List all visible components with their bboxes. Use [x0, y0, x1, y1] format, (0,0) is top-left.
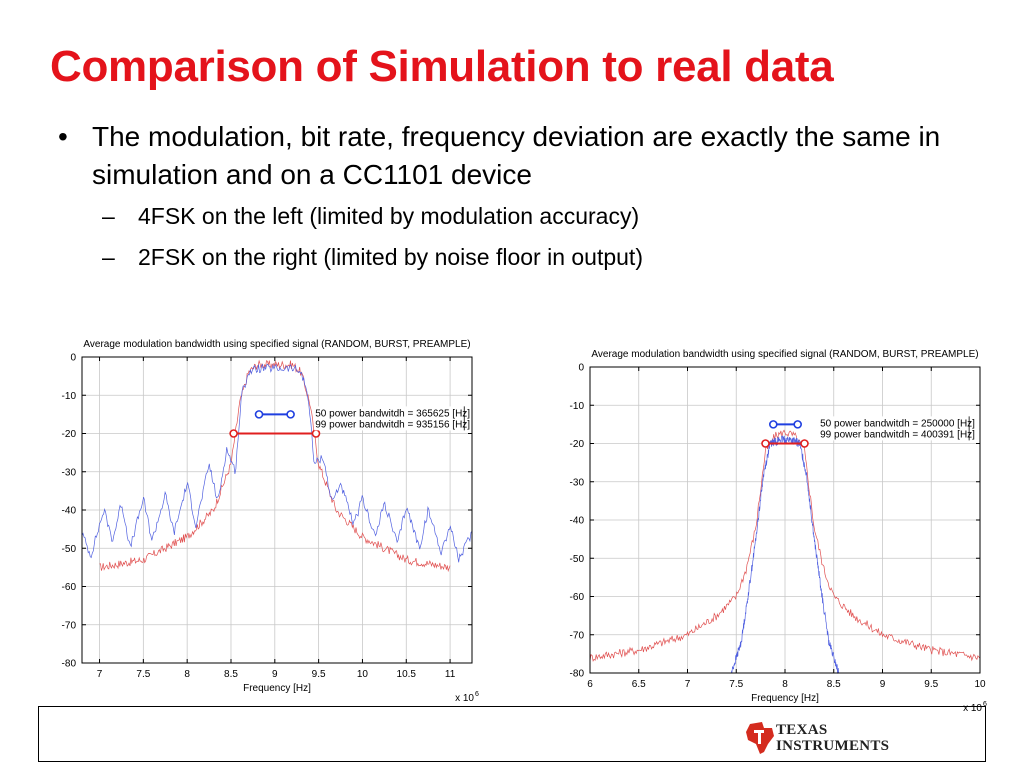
- y-tick-label: -50: [62, 544, 77, 555]
- chart-title: Average modulation bandwidth using speci…: [83, 339, 470, 350]
- ti-logo-line2: Instruments: [776, 738, 890, 754]
- bandwidth-marker-point: [254, 410, 264, 419]
- slide-title: Comparison of Simulation to real data: [50, 42, 834, 91]
- x-tick-label: 9.5: [924, 679, 938, 690]
- x-tick-label: 10.5: [397, 669, 417, 680]
- x-tick-label: 11: [445, 669, 456, 680]
- y-tick-label: -70: [570, 630, 585, 641]
- bullet-text: The modulation, bit rate, frequency devi…: [92, 121, 941, 190]
- x-multiplier-exponent: 6: [983, 701, 987, 708]
- x-multiplier-exponent: 6: [475, 691, 479, 698]
- y-tick-label: -40: [570, 516, 585, 527]
- x-tick-label: 6: [587, 679, 593, 690]
- bandwidth-marker-point: [800, 439, 809, 448]
- x-tick-label: 7.5: [729, 679, 743, 690]
- sub-bullet-marker: –: [102, 244, 115, 270]
- x-tick-label: 10: [974, 679, 986, 690]
- y-tick-label: -30: [62, 467, 77, 478]
- sub-bullet-item: – 2FSK on the right (limited by noise fl…: [58, 243, 988, 272]
- annotation-box: [314, 406, 465, 431]
- sub-bullet-text: 2FSK on the right (limited by noise floo…: [138, 244, 643, 270]
- series-line: [589, 429, 981, 662]
- chart-2fsk: Average modulation bandwidth using speci…: [570, 349, 987, 714]
- sub-bullet-marker: –: [102, 203, 115, 229]
- bullet-item: • The modulation, bit rate, frequency de…: [58, 118, 988, 194]
- y-tick-label: -80: [570, 669, 585, 680]
- x-tick-label: 8.5: [224, 669, 238, 680]
- footer-box: [38, 706, 986, 762]
- y-tick-label: -10: [62, 391, 77, 402]
- bandwidth-marker-point: [229, 429, 238, 438]
- y-tick-label: -80: [62, 659, 77, 670]
- x-tick-label: 7: [685, 679, 691, 690]
- x-tick-label: 6.5: [632, 679, 646, 690]
- chart-4fsk: Average modulation bandwidth using speci…: [62, 339, 479, 704]
- ti-logo-icon: [746, 722, 774, 754]
- sub-bullet-text: 4FSK on the left (limited by modulation …: [138, 203, 640, 229]
- annotation-text: 99 power bandwitdh = 400391 [Hz]: [820, 429, 975, 440]
- x-tick-label: 10: [357, 669, 369, 680]
- ti-logo-text: Texas Instruments: [776, 722, 889, 754]
- y-tick-label: -40: [62, 506, 77, 517]
- series-line: [731, 435, 839, 675]
- x-multiplier-label: x 10: [963, 703, 982, 714]
- x-multiplier-label: x 10: [455, 693, 474, 704]
- y-tick-label: -70: [62, 620, 77, 631]
- y-tick-label: -30: [570, 477, 585, 488]
- x-tick-label: 9: [272, 669, 278, 680]
- y-tick-label: -10: [570, 401, 585, 412]
- x-tick-label: 9: [880, 679, 886, 690]
- x-axis-label: Frequency [Hz]: [751, 693, 819, 704]
- y-tick-label: -20: [570, 439, 585, 450]
- ti-logo-line1: Texas: [776, 722, 828, 738]
- bandwidth-marker-point: [769, 420, 778, 429]
- bandwidth-marker-point: [793, 420, 802, 429]
- x-tick-label: 8: [782, 679, 788, 690]
- x-tick-label: 8.5: [827, 679, 841, 690]
- annotation-text: 50 power bandwitdh = 250000 [Hz]: [820, 418, 975, 429]
- y-tick-label: -50: [570, 554, 585, 565]
- chart-title: Average modulation bandwidth using speci…: [591, 349, 978, 360]
- x-tick-label: 8: [184, 669, 190, 680]
- y-tick-label: 0: [70, 353, 76, 364]
- annotation-text: 50 power bandwitdh = 365625 [Hz]: [315, 408, 470, 419]
- x-tick-label: 9.5: [312, 669, 326, 680]
- y-tick-label: -20: [62, 429, 77, 440]
- bandwidth-marker-point: [286, 410, 295, 419]
- annotation-text: 99 power bandwitdh = 935156 [Hz]: [315, 419, 470, 430]
- bandwidth-marker-point: [761, 439, 770, 448]
- annotation-box: [819, 416, 970, 441]
- y-tick-label: 0: [578, 363, 584, 374]
- bandwidth-marker-point: [311, 429, 321, 438]
- bullet-list: • The modulation, bit rate, frequency de…: [58, 118, 988, 272]
- sub-bullet-item: – 4FSK on the left (limited by modulatio…: [58, 202, 988, 231]
- bullet-marker: •: [58, 121, 68, 152]
- x-tick-label: 7: [97, 669, 103, 680]
- series-line: [81, 363, 473, 563]
- y-tick-label: -60: [62, 582, 77, 593]
- y-tick-label: -60: [570, 592, 585, 603]
- x-axis-label: Frequency [Hz]: [243, 683, 311, 694]
- x-tick-label: 7.5: [136, 669, 150, 680]
